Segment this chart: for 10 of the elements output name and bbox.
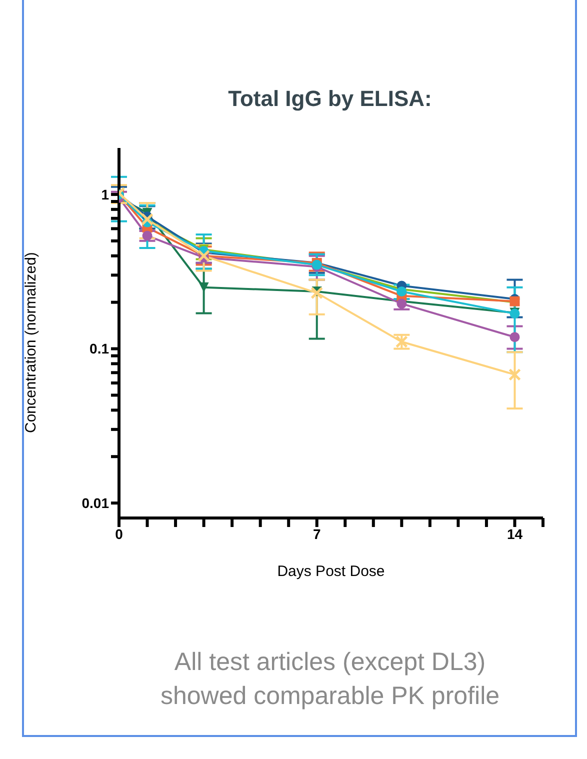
y-tick-label: 0.1 [90,340,110,357]
x-axis-title: Days Post Dose [277,563,385,580]
y-axis-title: Concentration (normalized) [22,252,40,433]
y-tick-label: 0.01 [82,495,110,512]
x-tick-label: 14 [506,526,523,542]
x-tick-label: 7 [312,526,321,542]
chart-title: Total IgG by ELISA: [227,86,433,112]
x-tick-label: 0 [115,526,124,542]
y-tick-label: 1 [101,186,110,202]
text: All test articles (except DL3) showed comparable PK profile [159,647,501,712]
